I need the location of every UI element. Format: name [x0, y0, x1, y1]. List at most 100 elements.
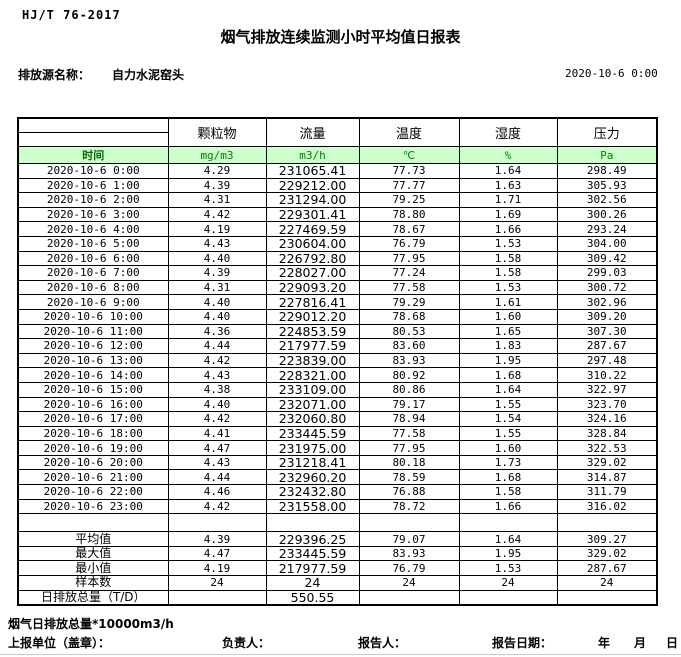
time-cell: 2020-10-6 12:00 [17, 338, 169, 354]
value-cell: 329.02 [556, 454, 658, 471]
table-row: 2020-10-6 6:00 4.40 226792.80 77.95 1.58 309.… [17, 250, 658, 267]
value-cell: 4.43 [167, 454, 267, 471]
value-cell: 80.86 [358, 381, 460, 398]
value-cell: 1.61 [458, 294, 558, 310]
value-cell: 4.31 [167, 279, 267, 296]
value-cell: 24 [556, 575, 658, 591]
blank-cell [17, 117, 169, 133]
responsible-label: 负责人： [222, 636, 271, 650]
table-row: 2020-10-6 14:00 4.43 228321.00 80.92 1.68 310… [17, 367, 658, 383]
summary-label: 平均值 [17, 531, 169, 547]
value-cell: 77.24 [358, 265, 460, 281]
header-rows: 颗粒物 流量 温度 湿度 压力 时间 mg/m3 m3/h ℃ % Pa [17, 117, 658, 164]
time-cell: 2020-10-6 16:00 [17, 396, 169, 413]
value-cell: 1.60 [458, 308, 558, 325]
value-cell: 4.43 [167, 235, 267, 252]
value-cell: 293.24 [556, 221, 658, 237]
value-cell: 77.58 [358, 425, 460, 442]
value-cell: 4.43 [167, 367, 267, 383]
value-cell: 77.95 [358, 440, 460, 456]
time-cell: 2020-10-6 21:00 [17, 469, 169, 486]
table-row: 样本数 24 24 24 24 24 [17, 575, 658, 591]
time-cell: 2020-10-6 8:00 [17, 279, 169, 296]
value-cell: 4.29 [167, 163, 267, 179]
column-unit-humidity: % [458, 146, 558, 164]
value-cell: 232060.80 [265, 411, 360, 427]
value-cell: 309.42 [556, 250, 658, 267]
column-unit-temp: ℃ [358, 146, 460, 164]
table-row: 平均值 4.39 229396.25 79.07 1.64 309.27 [17, 531, 658, 547]
value-cell: 1.83 [458, 338, 558, 354]
value-cell: 1.53 [458, 560, 558, 577]
value-cell: 298.49 [556, 163, 658, 179]
time-cell: 2020-10-6 20:00 [17, 454, 169, 471]
value-cell: 77.73 [358, 163, 460, 179]
value-cell: 4.39 [167, 265, 267, 281]
value-cell: 83.93 [358, 352, 460, 369]
value-cell: 4.42 [167, 498, 267, 515]
table-row: 2020-10-6 11:00 4.36 224853.59 80.53 1.65 307… [17, 323, 658, 340]
value-cell: 79.25 [358, 192, 460, 208]
data-rows: 2020-10-6 0:00 4.29 231065.41 77.73 1.64 298.… [17, 163, 658, 515]
summary-label: 最小值 [17, 560, 169, 577]
value-cell: 1.58 [458, 250, 558, 267]
value-cell: 83.93 [358, 545, 460, 562]
value-cell: 24 [458, 575, 558, 591]
value-cell: 316.02 [556, 498, 658, 515]
value-cell: 1.69 [458, 206, 558, 223]
value-cell: 4.44 [167, 338, 267, 354]
value-cell: 232960.20 [265, 469, 360, 486]
table-row: 2020-10-6 18:00 4.41 233445.59 77.58 1.55 328… [17, 425, 658, 442]
value-cell: 223839.00 [265, 352, 360, 369]
summary-rows: 平均值 4.39 229396.25 79.07 1.64 309.27 最大值 4.47 23… [17, 531, 658, 606]
value-cell: 4.19 [167, 560, 267, 577]
time-cell: 2020-10-6 19:00 [17, 440, 169, 456]
value-cell: 76.88 [358, 484, 460, 500]
value-cell: 1.68 [458, 469, 558, 486]
blank-cell [17, 513, 169, 533]
table-row: 2020-10-6 0:00 4.29 231065.41 77.73 1.64 298.… [17, 163, 658, 179]
blank-cell [458, 513, 558, 533]
time-cell: 2020-10-6 5:00 [17, 235, 169, 252]
value-cell: 78.68 [358, 308, 460, 325]
value-cell: 80.53 [358, 323, 460, 340]
table-row: 2020-10-6 23:00 4.42 231558.00 78.72 1.66 316… [17, 498, 658, 515]
value-cell [358, 589, 460, 606]
value-cell: 76.79 [358, 560, 460, 577]
value-cell: 79.07 [358, 531, 460, 547]
table-row: 2020-10-6 7:00 4.39 228027.00 77.24 1.58 299.… [17, 265, 658, 281]
value-cell: 1.58 [458, 484, 558, 500]
value-cell: 1.63 [458, 177, 558, 194]
table-row: 2020-10-6 12:00 4.44 217977.59 83.60 1.83 287… [17, 338, 658, 354]
time-cell: 2020-10-6 13:00 [17, 352, 169, 369]
column-header-pm: 颗粒物 [167, 117, 267, 147]
value-cell: 229212.00 [265, 177, 360, 194]
value-cell: 78.80 [358, 206, 460, 223]
value-cell: 77.77 [358, 177, 460, 194]
footnote: 烟气日排放总量*10000m3/h [8, 617, 174, 631]
value-cell: 309.27 [556, 531, 658, 547]
value-cell: 1.54 [458, 411, 558, 427]
time-cell: 2020-10-6 4:00 [17, 221, 169, 237]
value-cell: 228027.00 [265, 265, 360, 281]
value-cell: 78.59 [358, 469, 460, 486]
value-cell: 550.55 [265, 589, 360, 606]
value-cell: 329.02 [556, 545, 658, 562]
time-cell: 2020-10-6 9:00 [17, 294, 169, 310]
value-cell: 304.00 [556, 235, 658, 252]
reporter-label: 报告人： [358, 636, 407, 650]
table-row: 2020-10-6 8:00 4.31 229093.20 77.58 1.53 300.… [17, 279, 658, 296]
summary-label: 样本数 [17, 575, 169, 591]
value-cell: 229012.20 [265, 308, 360, 325]
column-header-humidity: 湿度 [458, 117, 558, 147]
column-unit-flow: m3/h [265, 146, 360, 164]
value-cell: 4.38 [167, 381, 267, 398]
signature-line: 上报单位（盖章）： 负责人： 报告人： 报告日期： 年 月 日 [0, 634, 681, 650]
time-cell: 2020-10-6 15:00 [17, 381, 169, 398]
value-cell: 310.22 [556, 367, 658, 383]
value-cell: 24 [358, 575, 460, 591]
time-cell: 2020-10-6 2:00 [17, 192, 169, 208]
value-cell: 229396.25 [265, 531, 360, 547]
value-cell: 324.16 [556, 411, 658, 427]
value-cell: 4.47 [167, 545, 267, 562]
